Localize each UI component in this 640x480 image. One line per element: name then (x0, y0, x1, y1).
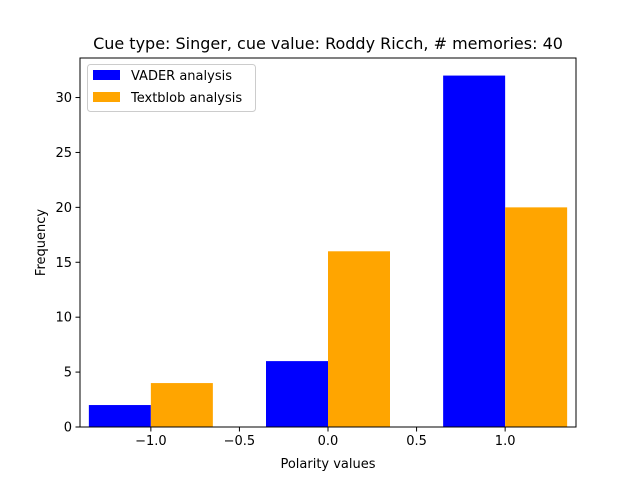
chart-title: Cue type: Singer, cue value: Roddy Ricch… (93, 34, 563, 53)
bar-series-1-category-2 (505, 207, 568, 427)
y-axis-label: Frequency (34, 209, 49, 276)
bars-group (88, 75, 568, 427)
x-tick-label: 0.0 (318, 434, 339, 449)
x-tick-label: 1.0 (495, 434, 516, 449)
x-tick-label: −0.5 (224, 434, 256, 449)
x-tick-label: −1.0 (135, 434, 167, 449)
y-tick-label: 5 (64, 366, 72, 381)
bar-series-1-category-1 (328, 251, 390, 427)
bar-series-1-category-0 (150, 383, 213, 427)
legend-label-1: Textblob analysis (130, 91, 242, 106)
bar-series-0-category-1 (266, 361, 328, 427)
x-axis: −1.0 −0.5 0.0 0.5 1.0 (135, 427, 515, 449)
y-tick-label: 10 (55, 311, 72, 326)
y-tick-label: 20 (55, 201, 72, 216)
legend-frame (87, 64, 256, 112)
y-tick-label: 25 (55, 146, 72, 161)
y-tick-label: 30 (55, 91, 72, 106)
legend-swatch-1 (93, 92, 120, 102)
legend-label-0: VADER analysis (131, 69, 232, 84)
x-tick-label: 0.5 (406, 434, 427, 449)
bar-series-0-category-0 (88, 405, 151, 427)
y-tick-label: 15 (55, 256, 72, 271)
y-tick-label: 0 (64, 421, 72, 436)
legend-swatch-0 (93, 70, 120, 80)
legend: VADER analysis Textblob analysis (87, 64, 256, 112)
y-axis: 0 5 10 15 20 25 30 (55, 91, 80, 436)
bar-series-0-category-2 (443, 75, 506, 427)
x-axis-label: Polarity values (280, 457, 375, 472)
